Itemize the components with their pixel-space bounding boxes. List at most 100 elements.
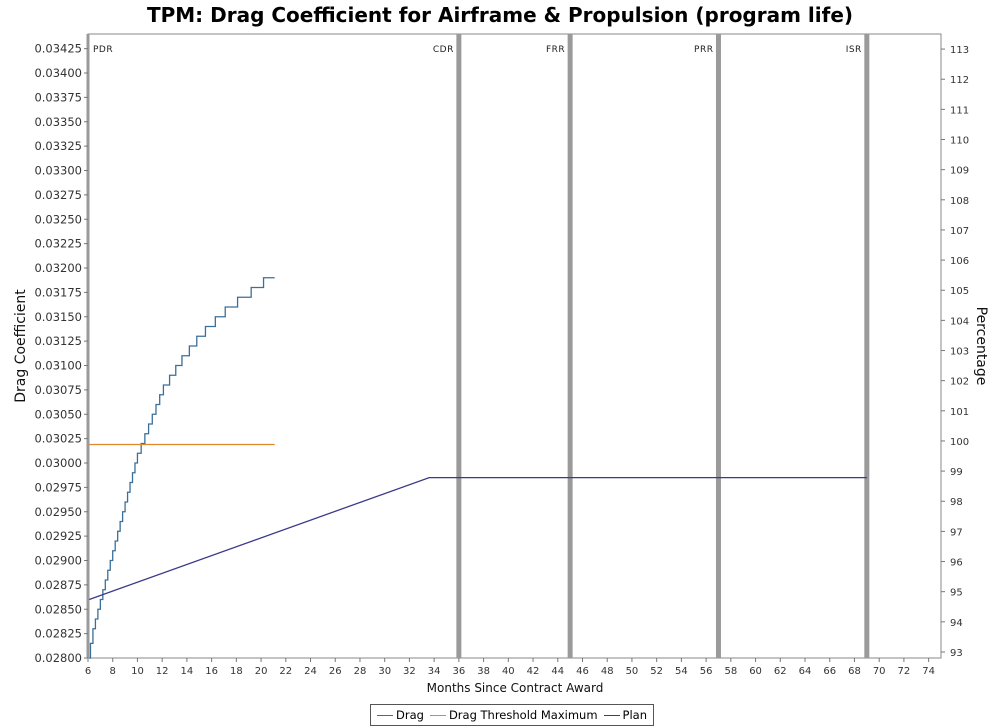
y-tick-label: 0.03050	[34, 407, 82, 421]
series-line-drag	[89, 277, 275, 659]
x-axis-label: Months Since Contract Award	[427, 681, 604, 695]
x-tick-label: 56	[700, 666, 713, 677]
x-tick-label: 66	[823, 666, 836, 677]
y2-tick-label: 99	[950, 467, 963, 478]
x-tick-label: 46	[576, 666, 589, 677]
y-tick-label: 0.03175	[34, 285, 82, 299]
legend-item-plan: Plan	[603, 708, 647, 722]
y-tick-label: 0.03325	[34, 139, 82, 153]
milestone-label-pdr: PDR	[93, 45, 113, 55]
x-tick-label: 68	[848, 666, 861, 677]
legend-swatch-threshold	[429, 714, 446, 716]
y-tick-label: 0.03225	[34, 237, 82, 251]
chart-title: TPM: Drag Coefficient for Airframe & Pro…	[147, 3, 853, 27]
y-axis-label: Drag Coefficient	[13, 289, 29, 403]
x-tick-label: 54	[675, 666, 688, 677]
y2-tick-label: 101	[950, 407, 969, 418]
y-tick-label: 0.02925	[34, 529, 82, 543]
y2-tick-label: 109	[950, 166, 969, 177]
y2-tick-label: 111	[950, 105, 969, 116]
series-line-plan	[89, 476, 867, 601]
y-tick-label: 0.03025	[34, 432, 82, 446]
y-tick-label: 0.03075	[34, 383, 82, 397]
y-tick-label: 0.02900	[34, 554, 82, 568]
x-tick-label: 10	[131, 666, 144, 677]
y2-tick-label: 103	[950, 347, 969, 358]
y2-tick-label: 112	[950, 75, 969, 86]
x-tick-label: 30	[378, 666, 391, 677]
x-tick-label: 50	[626, 666, 639, 677]
legend-label-threshold: Drag Threshold Maximum	[448, 708, 598, 722]
y2-tick-label: 113	[950, 45, 969, 56]
legend-item-drag: Drag	[377, 708, 424, 722]
plot-area	[87, 33, 942, 659]
y-tick-label: 0.03200	[34, 261, 82, 275]
y-tick-label: 0.03350	[34, 115, 82, 129]
y-tick-label: 0.02875	[34, 578, 82, 592]
x-tick-label: 58	[724, 666, 737, 677]
x-tick-label: 14	[181, 666, 194, 677]
x-tick-label: 64	[799, 666, 812, 677]
x-tick-label: 40	[502, 666, 515, 677]
x-tick-label: 26	[329, 666, 342, 677]
x-tick-label: 16	[205, 666, 218, 677]
y2-tick-label: 94	[950, 618, 963, 629]
milestone-label-cdr: CDR	[433, 45, 454, 55]
x-tick-label: 38	[477, 666, 490, 677]
y-tick-label: 0.03400	[34, 66, 82, 80]
x-tick-label: 24	[304, 666, 317, 677]
y2-tick-label: 108	[950, 196, 969, 207]
legend: Drag Drag Threshold Maximum Plan	[370, 704, 654, 726]
y-tick-label: 0.02800	[34, 651, 82, 665]
x-tick-label: 18	[230, 666, 243, 677]
y2-tick-label: 98	[950, 497, 963, 508]
y2-tick-label: 104	[950, 316, 969, 327]
y-tick-label: 0.03250	[34, 212, 82, 226]
y-tick-label: 0.03275	[34, 188, 82, 202]
y2-axis-label: Percentage	[973, 307, 989, 386]
milestone-label-frr: FRR	[546, 45, 565, 55]
x-tick-label: 20	[255, 666, 268, 677]
y-tick-label: 0.02950	[34, 505, 82, 519]
milestone-label-isr: ISR	[846, 45, 862, 55]
x-tick-label: 42	[527, 666, 540, 677]
x-tick-label: 72	[898, 666, 911, 677]
y-tick-label: 0.03150	[34, 310, 82, 324]
x-tick-label: 74	[922, 666, 935, 677]
x-tick-label: 34	[428, 666, 441, 677]
y2-tick-label: 107	[950, 226, 969, 237]
y2-tick-label: 100	[950, 437, 969, 448]
x-tick-label: 44	[551, 666, 564, 677]
x-tick-label: 22	[279, 666, 292, 677]
legend-swatch-plan	[603, 714, 620, 716]
y2-tick-label: 97	[950, 527, 963, 538]
x-tick-label: 48	[601, 666, 614, 677]
x-tick-label: 12	[156, 666, 169, 677]
y2-tick-label: 95	[950, 588, 963, 599]
x-tick-label: 70	[873, 666, 886, 677]
y2-tick-label: 102	[950, 377, 969, 388]
legend-item-threshold: Drag Threshold Maximum	[429, 708, 598, 722]
y-tick-label: 0.02975	[34, 480, 82, 494]
chart: TPM: Drag Coefficient for Airframe & Pro…	[13, 3, 989, 695]
y-tick-label: 0.03425	[34, 42, 82, 56]
legend-swatch-drag	[377, 714, 393, 716]
y-tick-label: 0.02850	[34, 602, 82, 616]
y2-tick-label: 96	[950, 558, 963, 569]
y2-tick-label: 93	[950, 648, 963, 659]
x-tick-label: 8	[110, 666, 116, 677]
milestone-label-prr: PRR	[694, 45, 713, 55]
y2-tick-label: 110	[950, 136, 969, 147]
y-tick-label: 0.03375	[34, 90, 82, 104]
x-tick-label: 32	[403, 666, 416, 677]
y2-tick-label: 106	[950, 256, 969, 267]
x-tick-label: 36	[453, 666, 466, 677]
x-tick-label: 28	[354, 666, 367, 677]
legend-label-plan: Plan	[622, 708, 647, 722]
x-tick-label: 60	[749, 666, 762, 677]
x-tick-label: 52	[650, 666, 663, 677]
y-tick-label: 0.03100	[34, 359, 82, 373]
y-tick-label: 0.03300	[34, 164, 82, 178]
x-tick-label: 6	[85, 666, 91, 677]
y2-tick-label: 105	[950, 286, 969, 297]
